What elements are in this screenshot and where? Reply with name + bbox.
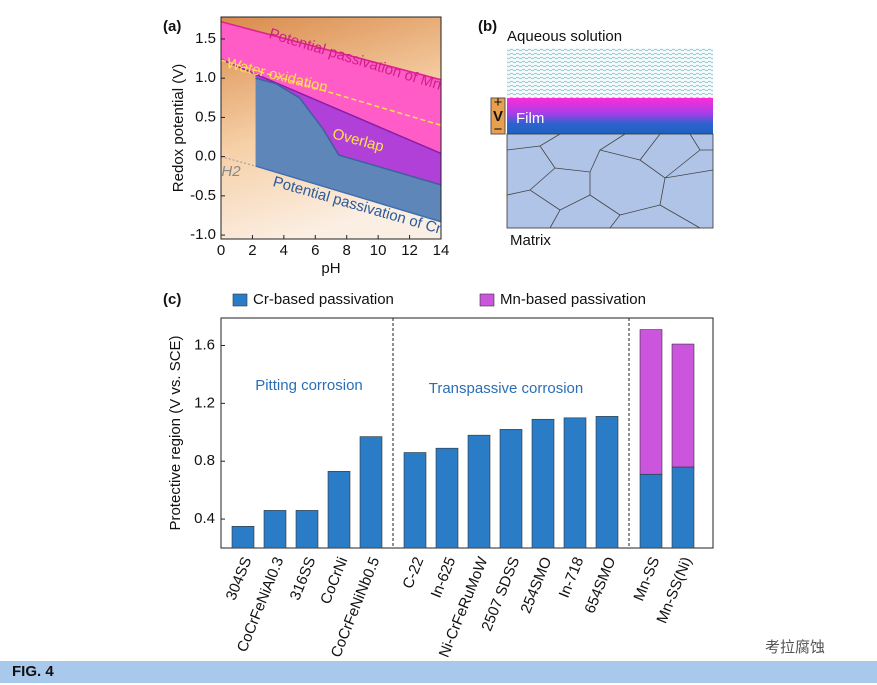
y-tick-label: 0.4: [194, 510, 215, 527]
mn-region: [221, 21, 441, 154]
bar: [403, 452, 427, 549]
x-tick-label: 254SMO: [517, 555, 555, 616]
group-label: Transpassive corrosion: [429, 380, 584, 397]
plot-frame: [220, 16, 442, 240]
film: [507, 98, 713, 134]
overlap-region: [255, 74, 441, 185]
grain-boundaries: [506, 133, 714, 229]
x-tick-label: In-718: [556, 555, 588, 601]
caption: FIG. 4: [12, 663, 54, 680]
film-label: Film: [516, 110, 544, 127]
y-tick-label: 0.0: [195, 148, 216, 165]
bar: [671, 343, 695, 468]
legend-label: Cr-based passivation: [253, 291, 394, 308]
x-tick-label: 10: [370, 242, 387, 259]
series-line: [220, 58, 442, 155]
panel-label: (a): [163, 18, 181, 35]
series-line: [220, 20, 442, 81]
y-tick-label: 1.0: [195, 69, 216, 86]
group-label: Pitting corrosion: [255, 377, 363, 394]
panel-label: (c): [163, 291, 181, 308]
bar: [531, 418, 555, 549]
bar: [359, 436, 383, 549]
y-tick-label: 0.8: [194, 452, 215, 469]
y-axis-label: Redox potential (V): [170, 64, 187, 192]
plus: +: [494, 94, 503, 111]
series-line: [255, 77, 442, 186]
y-tick-label: 1.5: [195, 30, 216, 47]
x-tick-label: 304SS: [223, 555, 256, 603]
y-tick-label: -0.5: [190, 187, 216, 204]
x-tick-label: 654SMO: [581, 555, 619, 616]
y-tick-label: -1.0: [190, 226, 216, 243]
series-line: [220, 156, 256, 167]
x-tick-label: 316SS: [287, 555, 320, 603]
series-line: [220, 59, 442, 126]
bar: [231, 526, 255, 549]
legend-swatch: [479, 293, 495, 307]
bar: [671, 466, 695, 549]
battery: [490, 97, 506, 135]
solution: [507, 48, 713, 98]
y-axis-label: Protective region (V vs. SCE): [167, 335, 184, 530]
x-tick-label: 12: [401, 242, 418, 259]
x-tick-label: Mn-SS: [630, 555, 663, 604]
y-tick-label: 0.5: [195, 108, 216, 125]
x-axis-label: pH: [321, 260, 340, 277]
x-tick-label: 6: [311, 242, 319, 259]
legend-label: Mn-based passivation: [500, 291, 646, 308]
x-tick-label: C-22: [399, 555, 427, 592]
series-line: [255, 165, 442, 223]
annotation: H2: [221, 163, 241, 180]
film-diagram: + V − Aqueous solution Film Matrix: [490, 28, 714, 249]
legend-swatch: [232, 293, 248, 307]
y-tick-label: 1.2: [194, 394, 215, 411]
x-tick-label: 2: [248, 242, 256, 259]
x-tick-label: CoCrNi: [317, 555, 351, 607]
bar: [595, 416, 619, 549]
x-tick-label: 4: [280, 242, 288, 259]
bar: [435, 447, 459, 549]
matrix: [506, 133, 714, 229]
bar: [499, 429, 523, 549]
bar: [467, 434, 491, 549]
bar: [327, 471, 351, 549]
matrix-label: Matrix: [510, 232, 551, 249]
cr-region: [255, 78, 441, 222]
voltage: V: [493, 108, 503, 125]
y-tick-label: 1.6: [194, 336, 215, 353]
plot-frame: [220, 317, 714, 549]
panel-label: (b): [478, 18, 497, 35]
x-tick-label: In-625: [428, 555, 460, 601]
bar: [639, 473, 663, 549]
x-tick-label: 8: [343, 242, 351, 259]
minus: −: [494, 121, 503, 138]
solution-label: Aqueous solution: [507, 28, 622, 45]
bar: [295, 510, 319, 549]
bar: [639, 329, 663, 475]
bar: [563, 417, 587, 549]
caption-bar: [0, 661, 877, 683]
bar: [263, 510, 287, 549]
x-tick-label: 0: [217, 242, 225, 259]
watermark: 考拉腐蚀: [765, 638, 825, 656]
x-tick-label: 14: [433, 242, 450, 259]
